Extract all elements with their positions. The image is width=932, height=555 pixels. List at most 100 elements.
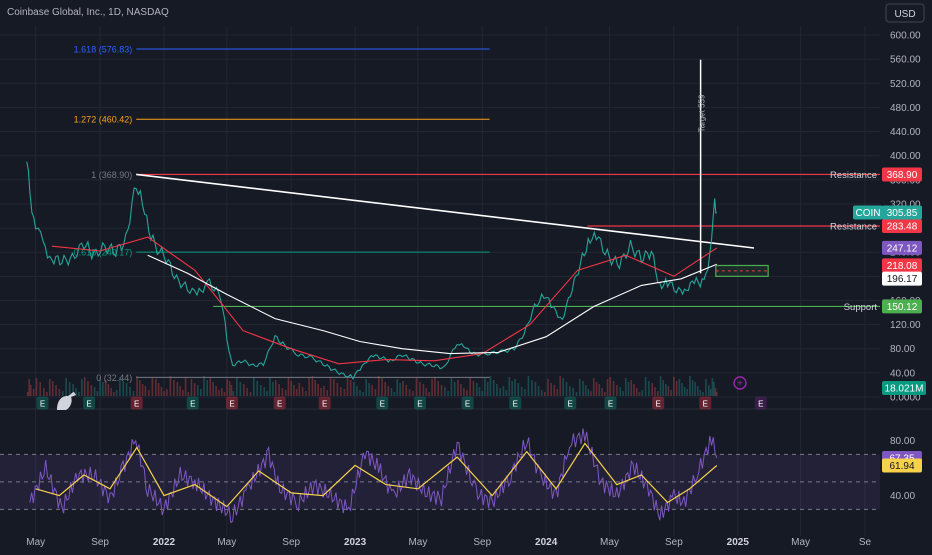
volume-bar [239,382,242,396]
volume-bar [405,385,408,396]
x-tick-label: May [26,537,45,548]
volume-bar [215,386,217,396]
earnings-marker-label: E [608,400,613,409]
earnings-marker-label: E [656,400,661,409]
earnings-marker [186,396,199,410]
trendline [136,173,755,249]
volume-bar [569,386,571,396]
volume-bar [641,390,644,396]
volume-bar [252,377,255,396]
volume-bar [269,378,271,396]
volume-bar [587,389,590,396]
volume-bar [616,385,618,396]
y-tick-label: 40.00 [890,368,915,379]
volume-bar [715,392,718,396]
volume-bar [481,391,484,396]
volume-bar [582,381,584,396]
volume-bar [102,382,104,396]
volume-bar [638,392,641,396]
volume-bar [182,390,184,396]
volume-bar [713,382,715,396]
volume-bar [58,389,61,396]
y-tick-label: 480.00 [890,103,921,114]
volume-bar [478,387,481,396]
price-badge-bg [882,205,922,220]
volume-bar [606,379,609,396]
volume-bar [673,377,675,396]
volume-bar [496,384,498,396]
volume-badge: 18.021M [885,384,924,395]
volume-bar [393,392,396,396]
volume-bar [343,389,346,396]
volume-bar [266,391,268,396]
x-tick-label: May [217,537,236,548]
earnings-marker-label: E [86,400,91,409]
x-tick-label: May [408,537,427,548]
volume-bar [55,385,57,396]
volume-bar [99,378,101,396]
earnings-marker [564,396,577,410]
volume-bar [232,391,235,396]
volume-bar [559,376,562,396]
earnings-marker-label: E [417,400,422,409]
volume-bar [221,388,223,396]
rsi-badge-bg [882,458,922,473]
volume-bar [412,391,414,396]
earnings-markers: E E E E E E E E E E E E E E E E + [36,376,767,410]
earnings-marker [509,396,522,410]
volume-bar [65,378,67,396]
volume-bar [83,377,86,396]
volume-bar [590,391,592,396]
add-event-icon [733,376,747,390]
symbol-badge: COIN [856,208,881,219]
volume-bar [707,385,710,396]
earnings-marker-label: E [513,400,518,409]
volume-bar [148,390,150,396]
volume-bar [486,382,489,396]
price-badge: 247.12 [887,243,918,254]
currency-button[interactable]: USD [885,3,925,23]
volume-bar [29,385,32,396]
earnings-marker [652,396,665,410]
x-tick-label: Sep [91,537,109,548]
axis-badges: 368.90 283.48 150.12 305.85 COIN 247.12 218.08… [853,167,926,473]
currency-label: USD [894,9,915,20]
volume-bar [425,388,428,396]
volume-bar [444,387,446,396]
volume-bar [46,392,48,396]
volume-bar [505,390,508,396]
volume-bars [26,376,718,396]
volume-bar [387,386,390,396]
volume-bar [329,377,332,396]
volume-bar [209,378,212,396]
volume-bar [565,382,568,396]
level-label: Support [844,302,878,313]
earnings-marker-label: E [568,400,573,409]
volume-bar [612,381,615,396]
y-tick-label: 80.00 [890,344,915,355]
price-badge: 305.85 [887,208,918,219]
volume-bar [399,383,401,396]
x-tick-label: Sep [282,537,300,548]
volume-bar [132,391,135,396]
volume-bar [644,377,647,396]
volume-bar [155,379,157,396]
earnings-marker [604,396,617,410]
volume-bar [349,380,352,396]
x-tick-label: May [600,537,619,548]
earnings-marker [130,396,143,410]
volume-bar [374,389,377,396]
volume-bar [531,380,533,396]
volume-bar [218,390,220,396]
volume-bar [702,392,704,396]
fib-level-label: 0 (32.44) [96,373,132,383]
rsi-y-tick-label: 40.00 [890,491,915,502]
volume-bar [699,390,702,396]
volume-bar [184,377,187,396]
volume-bar [243,384,245,396]
volume-bar [87,381,89,396]
volume-bar [553,385,556,396]
volume-bar [51,381,54,396]
